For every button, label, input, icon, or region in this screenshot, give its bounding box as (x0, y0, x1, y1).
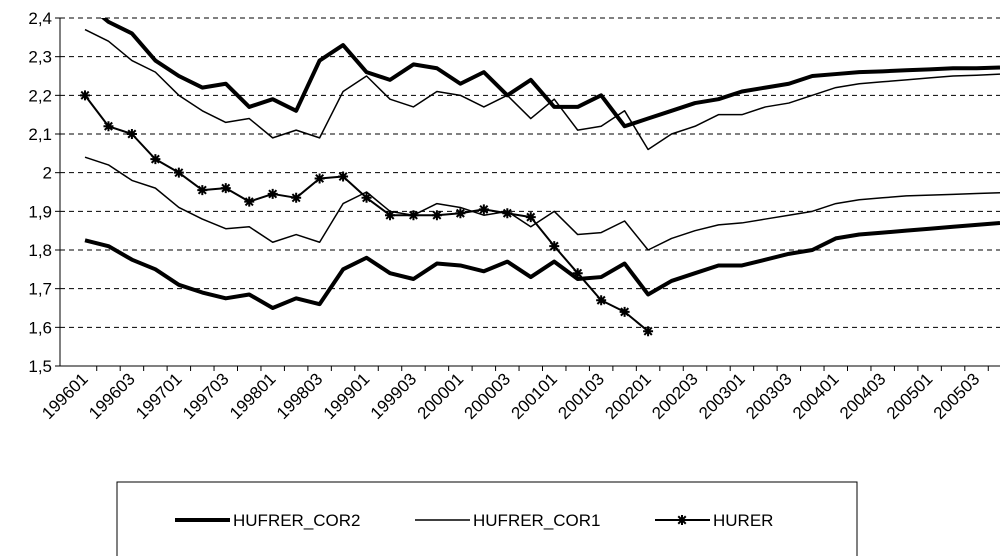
point-marker (525, 212, 536, 223)
point-marker (150, 154, 161, 165)
y-tick-label: 1,7 (28, 280, 52, 299)
x-tick-label: 199601 (38, 369, 92, 423)
point-marker (80, 90, 90, 101)
point-marker (572, 268, 583, 279)
x-tick-label: 199801 (226, 369, 280, 423)
x-tick-label: 200201 (601, 369, 655, 423)
x-tick-label: 200503 (930, 369, 984, 423)
x-tick-label: 199803 (273, 369, 327, 423)
x-tick-label: 199903 (367, 369, 421, 423)
legend: HUFRER_COR2 HUFRER_COR1 HURER (175, 511, 773, 530)
point-marker (361, 192, 372, 203)
point-marker (244, 196, 255, 207)
point-marker (643, 326, 654, 337)
point-marker (291, 192, 302, 203)
point-marker (408, 210, 419, 221)
point-marker (596, 295, 607, 306)
x-tick-label: 200403 (836, 369, 890, 423)
point-marker (103, 121, 114, 132)
series-line (84, 94, 649, 332)
y-tick-label: 1,8 (28, 241, 52, 260)
point-marker (197, 185, 208, 196)
y-tick-label: 2,4 (28, 9, 52, 28)
plot-area (80, 18, 1000, 337)
x-tick-label: 200001 (414, 369, 468, 423)
series-line (84, 220, 1000, 310)
y-tick-label: 2,2 (28, 86, 52, 105)
legend-label: HUFRER_COR2 (233, 511, 361, 530)
x-tick-label: 199703 (179, 369, 233, 423)
x-tick-label: 200303 (742, 369, 796, 423)
point-marker (431, 210, 442, 221)
y-tick-label: 2,1 (28, 125, 52, 144)
point-marker (126, 129, 137, 139)
point-marker (338, 171, 349, 182)
series-line (100, 18, 1000, 129)
x-tick-label: 200501 (883, 369, 937, 423)
point-marker (385, 210, 395, 221)
legend-box (116, 481, 858, 556)
x-tick-label: 199603 (85, 369, 139, 423)
point-marker (619, 306, 630, 317)
point-marker (549, 241, 560, 252)
point-marker (220, 183, 231, 194)
x-tick-label: 200301 (695, 369, 749, 423)
point-marker (478, 204, 489, 215)
y-tick-label: 2,3 (28, 48, 52, 67)
series-line (84, 28, 1000, 151)
series-line (84, 156, 1000, 251)
x-tick-label: 199701 (132, 369, 186, 423)
grid (55, 17, 1000, 371)
point-marker (314, 173, 325, 184)
x-tick-label: 200003 (461, 369, 515, 423)
x-tick-label: 200103 (554, 369, 608, 423)
legend-label: HURER (713, 511, 773, 530)
point-marker (173, 167, 184, 178)
x-tick-label: 200401 (789, 369, 843, 423)
point-marker (267, 188, 278, 199)
y-tick-label: 2 (43, 164, 52, 183)
legend-label: HUFRER_COR1 (473, 511, 601, 530)
x-tick-label: 200203 (648, 369, 702, 423)
y-tick-label: 1,9 (28, 202, 52, 221)
x-tick-label: 200101 (508, 369, 562, 423)
y-tick-label: 1,6 (28, 318, 52, 337)
y-tick-label: 1,5 (28, 357, 52, 376)
x-tick-label: 199901 (320, 369, 374, 423)
point-marker (502, 208, 513, 219)
legend-marker (677, 515, 687, 525)
point-marker (455, 208, 466, 219)
